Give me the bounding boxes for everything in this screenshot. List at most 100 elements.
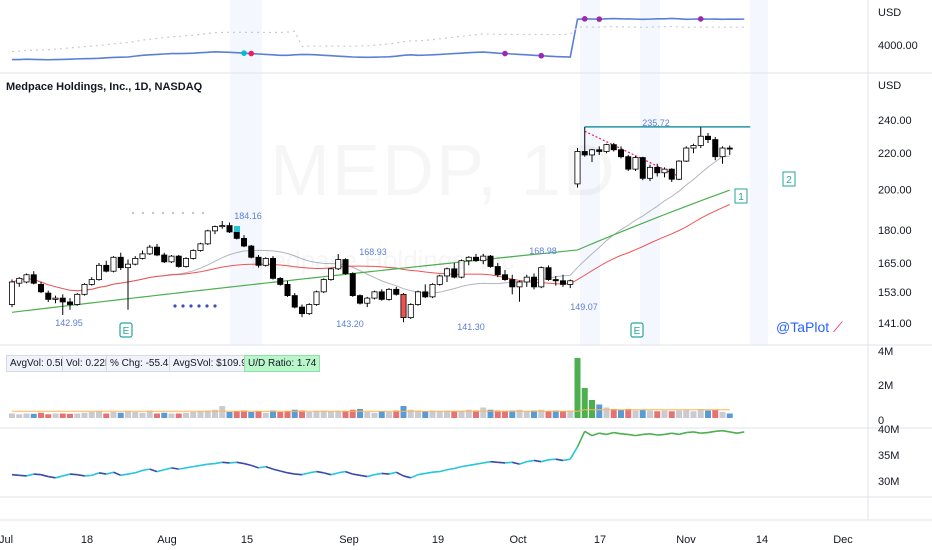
- candle: [161, 252, 168, 264]
- volume-bar: [284, 411, 291, 418]
- candle: [132, 256, 139, 266]
- candle: [110, 256, 117, 273]
- candle: [306, 303, 313, 315]
- candle-body: [219, 225, 226, 228]
- volume-bar: [632, 410, 639, 418]
- candle-body: [298, 306, 305, 315]
- candle: [211, 225, 218, 235]
- volume-bar: [589, 400, 595, 418]
- volume-bar: [16, 414, 23, 418]
- volume-bar: [212, 409, 218, 418]
- candle-body: [726, 147, 733, 150]
- signal-dot: [142, 212, 144, 214]
- volume-bar: [502, 411, 508, 418]
- candle-body: [211, 226, 218, 232]
- volume-bar: [23, 413, 30, 418]
- top-pane-marker: [697, 16, 704, 22]
- rs-pane: [11, 429, 745, 479]
- candle: [23, 273, 30, 284]
- candle-body: [596, 149, 603, 152]
- candle: [30, 271, 37, 285]
- time-axis-tick: Aug: [157, 534, 177, 546]
- candle: [560, 274, 567, 287]
- candle: [284, 280, 291, 297]
- candle-body: [74, 293, 81, 305]
- rs-line-segment: [664, 432, 672, 436]
- volume-bar: [277, 412, 284, 418]
- price-axis-tick: 165.00: [878, 258, 912, 270]
- rs-line-segment: [222, 461, 230, 464]
- rs-line-segment: [584, 430, 593, 437]
- candle: [639, 156, 646, 181]
- candle-body: [349, 273, 356, 296]
- candle: [327, 267, 334, 281]
- volume-bar: [480, 407, 487, 418]
- volume-bar: [96, 411, 102, 418]
- rs-line-segment: [258, 465, 266, 469]
- rs-line-segment: [700, 431, 709, 434]
- top-pane-marker: [502, 50, 508, 57]
- top-pane-marker: [248, 50, 255, 57]
- volume-bar: [697, 409, 704, 418]
- candle-body: [204, 230, 211, 245]
- rs-line-segment: [541, 459, 549, 463]
- candle: [574, 148, 581, 188]
- candle: [59, 294, 66, 315]
- rs-line-segment: [395, 471, 404, 477]
- candle-body: [356, 295, 363, 304]
- rs-line-segment: [330, 472, 339, 476]
- price-annotation: 149.07: [570, 302, 598, 312]
- volume-bar: [596, 404, 603, 418]
- candle: [117, 252, 124, 271]
- rs-line-segment: [149, 468, 158, 473]
- candle: [465, 256, 472, 266]
- volume-bar: [204, 410, 211, 418]
- rs-line-segment: [686, 431, 694, 434]
- rs-line-segment: [338, 470, 346, 474]
- rs-line-segment: [693, 431, 701, 434]
- price-axis-tick: 180.00: [878, 225, 912, 237]
- top-pane-marker: [581, 16, 588, 22]
- signal-dot: [132, 212, 134, 214]
- candle-body: [705, 135, 712, 140]
- earnings-marker-box: [119, 322, 133, 338]
- candle-body: [161, 254, 168, 263]
- volume-bar: [661, 410, 668, 418]
- earnings-marker: E: [634, 326, 641, 337]
- candle-body: [719, 147, 726, 158]
- earnings-marker-box: [630, 322, 644, 338]
- signal-dot: [172, 212, 174, 214]
- rs-line-segment: [280, 470, 288, 474]
- candle: [516, 280, 523, 302]
- candle-body: [574, 151, 581, 185]
- candle-body: [472, 256, 479, 262]
- rs-line-segment: [461, 464, 469, 468]
- candle: [429, 283, 436, 299]
- rs-line-segment: [156, 468, 165, 473]
- signal-dot: [197, 304, 201, 308]
- volume-bar: [574, 358, 581, 418]
- volume-bar: [371, 412, 378, 418]
- price-axis-tick: 220.00: [878, 148, 912, 160]
- candle: [618, 146, 625, 159]
- candle: [443, 267, 450, 282]
- candle: [422, 284, 429, 299]
- rs-line-segment: [214, 461, 223, 465]
- candle-body: [625, 156, 632, 170]
- rs-line-segment: [533, 459, 542, 463]
- candle: [705, 132, 712, 143]
- price-annotation: 168.93: [359, 247, 387, 257]
- candle: [603, 143, 610, 154]
- rs-line-segment: [127, 472, 136, 475]
- candle-body: [320, 279, 327, 293]
- volume-bar: [9, 413, 15, 418]
- rs-line-segment: [512, 461, 520, 465]
- volume-axis-tick: 2M: [878, 380, 893, 392]
- candle: [538, 266, 545, 289]
- candle-body: [168, 255, 175, 263]
- candle-body: [67, 301, 74, 305]
- candle: [472, 253, 479, 262]
- brand-text: @TaPlot: [776, 319, 830, 335]
- candle-body: [139, 253, 146, 259]
